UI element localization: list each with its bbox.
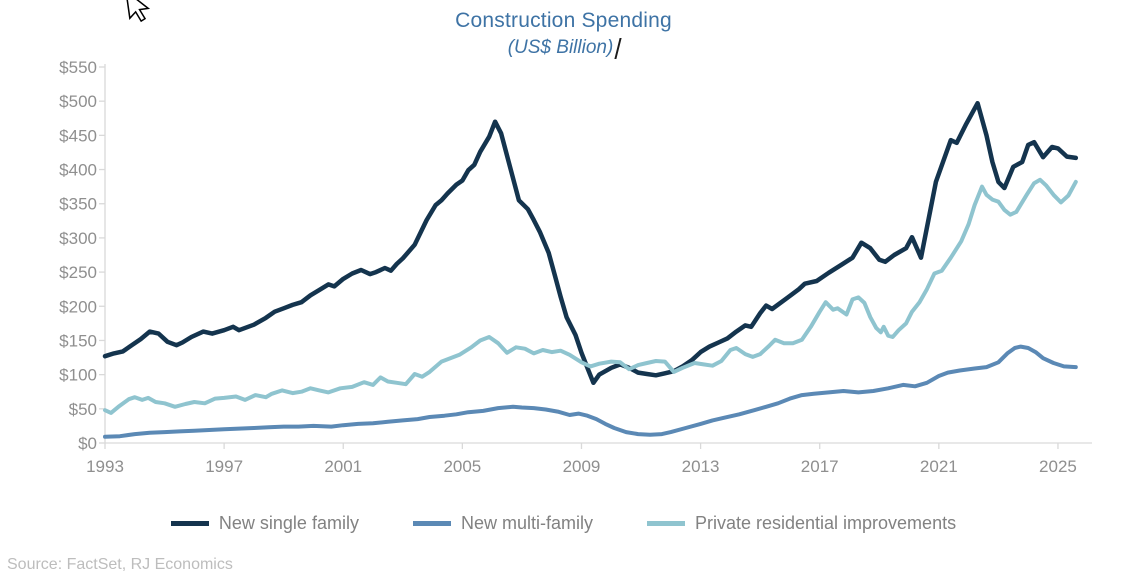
x-tick-label: 2013 bbox=[682, 457, 720, 476]
y-tick-label: $100 bbox=[59, 366, 97, 385]
y-tick-label: $50 bbox=[69, 400, 97, 419]
x-tick-label: 1997 bbox=[205, 457, 243, 476]
legend-swatch bbox=[646, 521, 685, 526]
x-tick-label: 2025 bbox=[1039, 457, 1077, 476]
legend-swatch bbox=[412, 521, 451, 526]
x-tick-label: 2009 bbox=[563, 457, 601, 476]
legend-swatch bbox=[170, 521, 209, 526]
source-note: Source: FactSet, RJ Economics bbox=[7, 556, 233, 573]
x-tick-label: 2005 bbox=[443, 457, 481, 476]
series-line-new-single-family bbox=[102, 100, 1079, 386]
y-tick-label: $350 bbox=[59, 195, 97, 214]
y-tick-label: $450 bbox=[59, 126, 97, 145]
series-line-private-residential-improvements bbox=[103, 177, 1078, 415]
chart-subtitle-row: (US$ Billion) bbox=[0, 37, 1127, 59]
x-tick-label: 1993 bbox=[86, 457, 124, 476]
series-line-new-multi-family bbox=[103, 344, 1078, 439]
y-tick-label: $200 bbox=[59, 297, 97, 316]
legend-label: New single family bbox=[218, 513, 359, 533]
chart-title: Construction Spending bbox=[455, 9, 672, 32]
y-tick-label: $250 bbox=[59, 263, 97, 282]
legend-item: New single family bbox=[170, 513, 359, 534]
y-tick-label: $150 bbox=[59, 331, 97, 350]
x-tick-label: 2017 bbox=[801, 457, 839, 476]
x-tick-label: 2021 bbox=[920, 457, 958, 476]
legend-item: Private residential improvements bbox=[646, 513, 957, 534]
mouse-cursor bbox=[124, 0, 151, 23]
y-tick-label: $500 bbox=[59, 92, 97, 111]
y-tick-label: $300 bbox=[59, 229, 97, 248]
y-tick-label: $0 bbox=[78, 434, 97, 453]
legend-label: Private residential improvements bbox=[694, 513, 957, 533]
legend-item: New multi-family bbox=[412, 513, 593, 534]
y-tick-label: $400 bbox=[59, 161, 97, 180]
legend: New single family New multi-family Private… bbox=[0, 513, 1127, 534]
legend-label: New multi-family bbox=[460, 513, 593, 533]
line-chart: $0 $50 $100 $150 $200 $250 $300 $350 $400 $450 $50… bbox=[59, 58, 1092, 476]
x-tick-label: 2001 bbox=[324, 457, 362, 476]
y-tick-label: $550 bbox=[59, 58, 97, 77]
chart-subtitle: (US$ Billion) bbox=[507, 37, 614, 58]
